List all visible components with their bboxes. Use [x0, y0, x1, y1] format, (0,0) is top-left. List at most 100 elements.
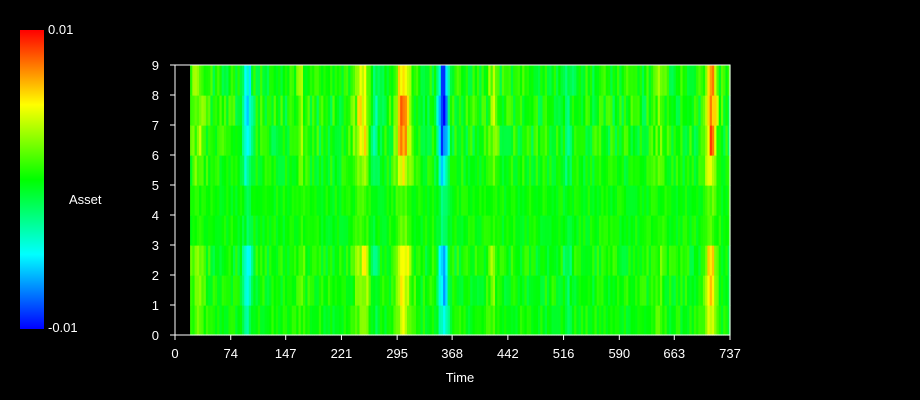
heatmap-cell: [309, 95, 313, 126]
heatmap-cell: [438, 215, 442, 246]
heatmap-cell: [406, 215, 410, 246]
heatmap-cell: [693, 125, 697, 156]
heatmap-cell: [637, 305, 641, 336]
heatmap-cell: [483, 125, 487, 156]
heatmap-cell: [427, 245, 431, 276]
heatmap-cell: [350, 215, 354, 246]
heatmap-cell: [413, 155, 417, 186]
heatmap-cell: [255, 305, 259, 336]
heatmap-cell: [257, 95, 261, 126]
heatmap-cell: [644, 275, 648, 306]
heatmap-cell: [585, 275, 589, 306]
heatmap-cell: [596, 275, 600, 306]
heatmap-cell: [714, 65, 718, 96]
heatmap-cell: [443, 245, 446, 276]
heatmap-cell: [662, 65, 666, 96]
heatmap-cell: [366, 275, 370, 306]
heatmap-cell: [646, 155, 650, 186]
heatmap-cell: [397, 275, 401, 306]
heatmap-cell: [637, 245, 641, 276]
heatmap-cell: [623, 305, 627, 336]
heatmap-cell: [569, 245, 573, 276]
heatmap-cell: [341, 185, 345, 216]
heatmap-cell: [373, 275, 376, 306]
heatmap-cell: [293, 95, 297, 126]
heatmap-cell: [725, 245, 729, 276]
heatmap-cell: [447, 185, 451, 216]
heatmap-cell: [368, 275, 372, 306]
heatmap-cell: [603, 245, 607, 276]
heatmap-cell: [364, 305, 367, 336]
heatmap-cell: [262, 155, 266, 186]
heatmap-cell: [323, 65, 327, 96]
heatmap-cell: [461, 65, 465, 96]
heatmap-cell: [680, 185, 684, 216]
heatmap-cell: [357, 275, 361, 306]
heatmap-cell: [707, 215, 711, 246]
heatmap-cell: [528, 155, 532, 186]
heatmap-cell: [691, 155, 695, 186]
heatmap-cell: [332, 305, 336, 336]
heatmap-cell: [714, 245, 718, 276]
heatmap-cell: [488, 245, 492, 276]
heatmap-cell: [409, 65, 413, 96]
heatmap-cell: [725, 185, 729, 216]
heatmap-cell: [422, 215, 426, 246]
heatmap-cell: [212, 185, 216, 216]
heatmap-cell: [411, 125, 415, 156]
heatmap-cell: [364, 125, 367, 156]
heatmap-cell: [361, 305, 365, 336]
heatmap-cell: [239, 155, 243, 186]
heatmap-cell: [608, 245, 611, 276]
heatmap-cell: [549, 185, 553, 216]
heatmap-cell: [208, 65, 211, 96]
heatmap-cell: [219, 245, 223, 276]
heatmap-cell: [336, 65, 340, 96]
heatmap-cell: [431, 185, 435, 216]
heatmap-cell: [307, 245, 311, 276]
heatmap-cell: [289, 95, 293, 126]
heatmap-cell: [707, 155, 711, 186]
heatmap-cell: [212, 305, 216, 336]
heatmap-cell: [549, 215, 553, 246]
heatmap-cell: [467, 245, 471, 276]
heatmap-cell: [470, 125, 474, 156]
heatmap-cell: [293, 275, 297, 306]
heatmap-cell: [422, 245, 426, 276]
heatmap-cell: [431, 305, 435, 336]
heatmap-cell: [445, 125, 449, 156]
heatmap-cell: [438, 155, 442, 186]
heatmap-cell: [440, 275, 444, 306]
colorbar-title: Asset: [69, 192, 102, 207]
heatmap-cell: [449, 275, 453, 306]
heatmap-cell: [307, 65, 311, 96]
heatmap-cell: [682, 155, 686, 186]
heatmap-cell: [196, 65, 200, 96]
heatmap-cell: [361, 245, 365, 276]
heatmap-cell: [447, 125, 451, 156]
heatmap-cell: [364, 215, 367, 246]
heatmap-cell: [293, 125, 297, 156]
heatmap-cell: [354, 125, 358, 156]
heatmap-cell: [517, 65, 521, 96]
heatmap-cell: [540, 215, 544, 246]
heatmap-cell: [246, 305, 250, 336]
heatmap-cell: [260, 215, 263, 246]
heatmap-cell: [601, 155, 605, 186]
heatmap-cell: [556, 245, 559, 276]
heatmap-cell: [452, 245, 455, 276]
heatmap-cell: [199, 125, 202, 156]
heatmap-cell: [580, 95, 584, 126]
heatmap-cell: [275, 95, 279, 126]
heatmap-cell: [375, 125, 379, 156]
heatmap-cell: [219, 95, 223, 126]
heatmap-cell: [440, 65, 444, 96]
heatmap-cell: [339, 65, 343, 96]
heatmap-cell: [723, 95, 727, 126]
heatmap-cell: [707, 95, 711, 126]
heatmap-cell: [513, 275, 516, 306]
heatmap-cell: [456, 125, 460, 156]
heatmap-cell: [275, 155, 279, 186]
heatmap-cell: [201, 185, 205, 216]
heatmap-cell: [382, 95, 385, 126]
